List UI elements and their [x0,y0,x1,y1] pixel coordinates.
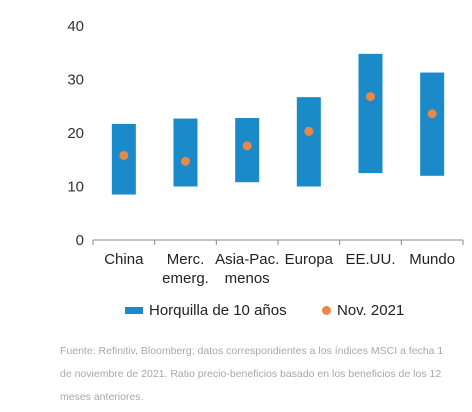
source-note: Fuente: Refinitiv, Bloomberg; datos corr… [60,345,444,403]
marker-point [304,126,314,136]
range-bar [296,97,321,187]
marker-point [181,156,190,166]
legend-swatch-point [322,306,331,315]
legend-item-point: Nov. 2021 [322,302,404,319]
range-chart: 0 10 20 30 40 China Merc. emerg.Asia-Pac. menos E… [67,18,464,287]
legend: Horquilla de 10 años Nov. 2021 [0,302,472,324]
x-tick-label: China [104,251,144,268]
y-tick-label: 20 [67,125,84,142]
marker-point [242,141,252,151]
y-tick-label: 40 [67,18,84,35]
marker-point [366,92,375,102]
range-bar [420,72,445,176]
legend-swatch-range [125,307,143,314]
legend-item-range: Horquilla de 10 años [125,302,287,319]
y-tick-label: 30 [67,72,84,89]
chart-axes [92,239,464,245]
legend-label-point: Nov. 2021 [337,302,405,319]
legend-label-range: Horquilla de 10 años [149,302,287,319]
x-tick-label: Europa [285,251,334,268]
chart-marks [111,53,445,195]
range-bar [173,118,198,187]
marker-point [119,150,129,160]
marker-point [427,109,437,119]
x-tick-label: Merc. emerg. [162,251,209,287]
y-tick-label: 0 [76,232,84,249]
range-bar [358,53,383,174]
x-tick-label: Asia-Pac. menos [215,251,279,287]
chart-labels: 0 10 20 30 40 China Merc. emerg.Asia-Pac. menos E… [67,18,455,287]
x-tick-label: EE.UU. [345,251,395,268]
x-tick-label: Mundo [409,251,455,268]
y-tick-label: 10 [67,179,84,196]
